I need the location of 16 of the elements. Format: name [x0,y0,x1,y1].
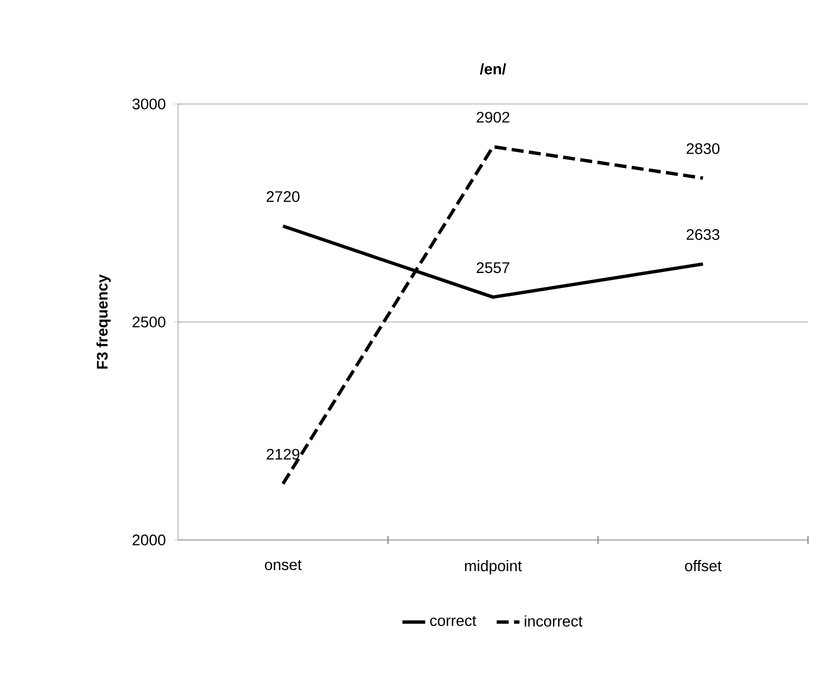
data-label: 2830 [686,143,720,154]
y-tick-label: 2000 [132,534,166,546]
data-label: 2902 [476,112,510,123]
x-tick-label: midpoint [465,560,522,574]
y-axis-title: F3 frequency [96,274,111,369]
data-label: 2129 [266,448,300,460]
x-tick-label: offset [685,560,722,572]
data-label: 2633 [686,229,720,240]
legend-label: incorrect [524,615,582,627]
data-label: 2557 [476,262,510,274]
y-tick-label: 2500 [132,316,166,328]
x-tick-label: onset [264,560,302,570]
data-label: 2720 [266,191,300,202]
y-tick-label: 3000 [132,98,166,110]
chart-title: /en/ [480,63,506,75]
legend-label: correct [430,616,476,626]
